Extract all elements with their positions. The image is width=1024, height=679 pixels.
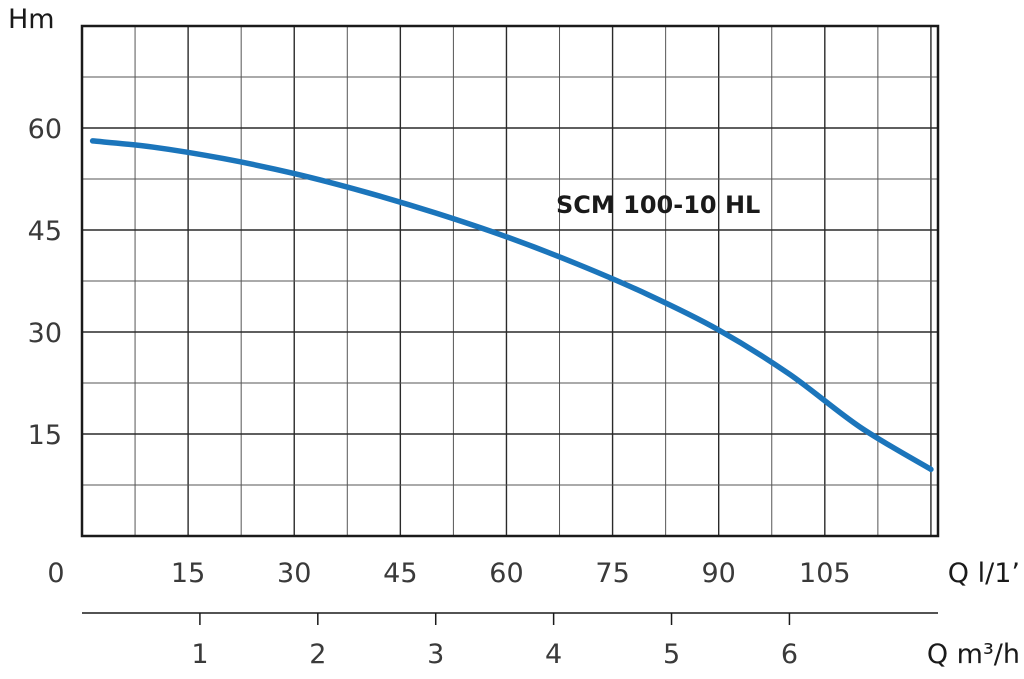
x-axis-title: Q l/1’ [948, 558, 1020, 589]
y-tick-label: 15 [28, 420, 62, 451]
x-tick-label: 30 [277, 558, 311, 589]
secondary-x-tick-label: 1 [191, 639, 208, 670]
series-line-curve [89, 138, 934, 473]
secondary-x-axis-ticks: 1 2 3 4 5 6 [191, 613, 798, 670]
x-tick-label: 75 [595, 558, 629, 589]
y-axis-ticks: 15 30 45 60 [28, 114, 62, 451]
secondary-x-tick-label: 4 [545, 639, 562, 670]
y-tick-label: 60 [28, 114, 62, 145]
x-tick-label: 0 [47, 558, 64, 589]
plot-frame [80, 24, 940, 538]
x-tick-label: 60 [489, 558, 523, 589]
y-tick-label: 30 [28, 318, 62, 349]
series-label: SCM 100-10 HL [556, 191, 760, 219]
grid [82, 26, 938, 536]
secondary-x-tick-label: 3 [427, 639, 444, 670]
x-tick-label: 45 [383, 558, 417, 589]
secondary-x-tick-label: 2 [309, 639, 326, 670]
secondary-x-tick-label: 5 [663, 639, 680, 670]
secondary-x-axis-title: Q m³/h [927, 639, 1020, 670]
series-layer: SCM 100-10 HL [89, 138, 934, 473]
secondary-x-tick-label: 6 [781, 639, 798, 670]
y-axis-title: Hm [8, 4, 55, 35]
y-tick-label: 45 [28, 216, 62, 247]
x-tick-label: 105 [799, 558, 851, 589]
x-tick-label: 90 [702, 558, 736, 589]
x-tick-label: 15 [171, 558, 205, 589]
x-axis-ticks: 0 15 30 45 60 75 90 105 [47, 558, 850, 589]
